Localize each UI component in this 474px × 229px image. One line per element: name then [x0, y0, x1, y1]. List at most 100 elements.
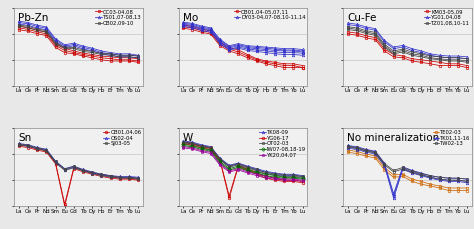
TK08-09 — [208, 145, 214, 148]
OS02-04 — [44, 148, 49, 151]
YG01,04,08 — [455, 55, 461, 57]
YK20,04,07 — [254, 173, 260, 176]
DY03-04,07-08,10-11,14 — [217, 38, 223, 41]
OB01,04,06 — [53, 161, 58, 164]
CC03-04,08 — [25, 26, 31, 29]
TW02-13 — [373, 150, 378, 153]
YG06-17 — [236, 164, 241, 166]
YG01,04,08 — [363, 25, 369, 28]
OT02-03 — [291, 174, 296, 176]
OB01,04,06 — [71, 166, 77, 169]
YG01,04,08 — [373, 27, 378, 30]
TZ01,08,10-11 — [400, 48, 406, 50]
YG01,04,08 — [345, 22, 351, 24]
SJ03-05 — [53, 160, 58, 163]
TK08-09 — [199, 143, 204, 146]
Text: Pb-Zn: Pb-Zn — [18, 13, 48, 23]
DY03-04,07-08,10-11,14 — [272, 46, 278, 49]
SJ03-05 — [25, 144, 31, 147]
Line: TZ01,08,10-11: TZ01,08,10-11 — [346, 25, 468, 60]
CC03-04,08 — [80, 52, 86, 55]
IW07-08,18-19 — [254, 170, 260, 173]
Line: TW02-13: TW02-13 — [346, 145, 468, 180]
OT02-03 — [272, 172, 278, 175]
TS01,07-08,13 — [99, 49, 104, 52]
YK20,04,07 — [217, 162, 223, 165]
OB02,09-10 — [108, 52, 113, 55]
Line: TK01,11-16: TK01,11-16 — [346, 144, 468, 195]
OT02-03 — [245, 165, 250, 168]
DY03-04,07-08,10-11,14 — [300, 48, 305, 51]
KM03-05,09 — [419, 58, 424, 61]
OB01,04,06 — [135, 178, 141, 180]
TZ01,08,10-11 — [382, 43, 387, 46]
OB01,04-05,07,11 — [272, 61, 278, 64]
DY03-04,07-08,10-11,14 — [208, 27, 214, 29]
TW02-13 — [409, 169, 415, 172]
Line: CC03-04,08: CC03-04,08 — [18, 25, 139, 60]
OS02-04 — [25, 143, 31, 146]
YG01,04,08 — [464, 55, 470, 58]
YG06-17 — [226, 194, 232, 197]
YG06-17 — [199, 145, 204, 148]
DY03-04,07-08,10-11,14 — [263, 46, 269, 49]
OB02,09-10 — [71, 46, 77, 49]
OS02-04 — [53, 160, 58, 162]
TE02-03 — [446, 187, 452, 189]
TK08-09 — [291, 173, 296, 176]
TK01,11-16 — [437, 176, 442, 179]
YG06-17 — [263, 175, 269, 178]
SJ03-05 — [71, 165, 77, 168]
YG06-17 — [245, 168, 250, 170]
TZ01,08,10-11 — [354, 27, 360, 29]
Line: OS02-04: OS02-04 — [18, 142, 139, 179]
OT02-03 — [217, 157, 223, 160]
YG01,04,08 — [446, 55, 452, 57]
OT02-03 — [208, 146, 214, 149]
OB01,04,06 — [80, 169, 86, 172]
YG01,04,08 — [428, 52, 433, 55]
OS02-04 — [135, 176, 141, 179]
Text: W: W — [182, 133, 193, 143]
TE02-03 — [455, 187, 461, 189]
TK01,11-16 — [419, 172, 424, 174]
KM03-05,09 — [464, 64, 470, 67]
YK20,04,07 — [272, 177, 278, 180]
IW07-08,18-19 — [282, 176, 287, 179]
TK01,11-16 — [345, 144, 351, 147]
YG01,04,08 — [391, 46, 396, 49]
TZ01,08,10-11 — [373, 31, 378, 34]
KM03-05,09 — [428, 60, 433, 62]
Legend: OB01,04,06, OS02-04, SJ03-05: OB01,04,06, OS02-04, SJ03-05 — [102, 129, 142, 147]
YG01,04,08 — [400, 44, 406, 47]
SJ03-05 — [62, 168, 67, 170]
SJ03-05 — [80, 169, 86, 171]
YK20,04,07 — [236, 167, 241, 170]
OB01,04-05,07,11 — [254, 57, 260, 60]
KM03-05,09 — [382, 48, 387, 50]
TS01,07-08,13 — [90, 47, 95, 50]
YG06-17 — [282, 179, 287, 182]
YK20,04,07 — [181, 145, 186, 148]
Line: YG01,04,08: YG01,04,08 — [346, 22, 468, 58]
TK08-09 — [181, 139, 186, 142]
DY03-04,07-08,10-11,14 — [245, 44, 250, 47]
OB01,04,06 — [90, 172, 95, 174]
TS01,07-08,13 — [16, 20, 22, 23]
YG06-17 — [208, 147, 214, 150]
DY03-04,07-08,10-11,14 — [190, 22, 195, 25]
OT02-03 — [226, 164, 232, 167]
CC03-04,08 — [126, 56, 132, 59]
OS02-04 — [99, 173, 104, 176]
SJ03-05 — [117, 176, 123, 179]
Line: OB01,04-05,07,11: OB01,04-05,07,11 — [182, 24, 304, 67]
TE02-03 — [354, 150, 360, 153]
TK08-09 — [190, 141, 195, 144]
OB02,09-10 — [62, 46, 67, 49]
OS02-04 — [16, 142, 22, 145]
Line: TE02-03: TE02-03 — [346, 149, 468, 189]
OB02,09-10 — [90, 50, 95, 53]
TW02-13 — [391, 169, 396, 172]
SJ03-05 — [16, 142, 22, 145]
OB01,04-05,07,11 — [199, 28, 204, 30]
